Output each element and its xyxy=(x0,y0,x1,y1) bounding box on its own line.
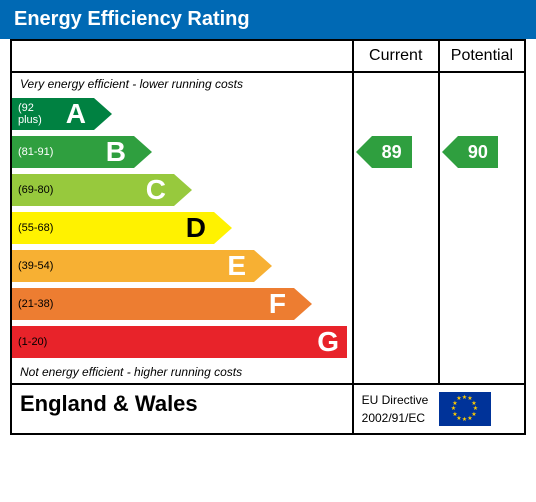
band-letter: A xyxy=(60,98,94,130)
band-row-g: (1-20)G xyxy=(12,323,352,361)
band-bar-d: (55-68)D xyxy=(12,212,214,244)
top-caption: Very energy efficient - lower running co… xyxy=(12,73,352,95)
band-range: (81-91) xyxy=(12,146,100,158)
header-current: Current xyxy=(353,40,439,72)
band-letter: F xyxy=(263,288,294,320)
band-range: (69-80) xyxy=(12,184,140,196)
band-row-d: (55-68)D xyxy=(12,209,352,247)
bottom-caption: Not energy efficient - higher running co… xyxy=(12,361,352,383)
potential-value: 90 xyxy=(458,136,498,168)
chart-title: Energy Efficiency Rating xyxy=(14,8,250,30)
band-arrow-icon xyxy=(294,288,312,320)
band-letter: B xyxy=(100,136,134,168)
current-pointer: 89 xyxy=(356,136,412,168)
pointer-arrow-icon xyxy=(442,136,458,168)
potential-pointer: 90 xyxy=(442,136,498,168)
footer-row: England & Wales EU Directive 2002/91/EC … xyxy=(11,384,525,434)
band-row-f: (21-38)F xyxy=(12,285,352,323)
band-row-c: (69-80)C xyxy=(12,171,352,209)
band-letter: C xyxy=(140,174,174,206)
directive-line1: EU Directive xyxy=(362,393,429,407)
pointer-arrow-icon xyxy=(356,136,372,168)
band-arrow-icon xyxy=(134,136,152,168)
epc-chart: Energy Efficiency Rating Current Potenti… xyxy=(0,0,536,435)
band-arrow-icon xyxy=(214,212,232,244)
body-row: Very energy efficient - lower running co… xyxy=(11,72,525,384)
band-row-e: (39-54)E xyxy=(12,247,352,285)
region-label: England & Wales xyxy=(20,391,198,416)
bands-container: (92 plus)A (81-91)B (69-80)C (55-68)D (39-54… xyxy=(12,95,352,361)
eu-flag-icon: ★★★★★★★★★★★★ xyxy=(439,392,491,426)
footer-region-cell: England & Wales xyxy=(11,384,353,434)
bands-column: Very energy efficient - lower running co… xyxy=(11,72,353,384)
band-bar-f: (21-38)F xyxy=(12,288,294,320)
band-range: (1-20) xyxy=(12,336,311,348)
band-letter: G xyxy=(311,326,347,358)
band-bar-c: (69-80)C xyxy=(12,174,174,206)
current-value: 89 xyxy=(372,136,412,168)
header-blank xyxy=(11,40,353,72)
band-range: (39-54) xyxy=(12,260,221,272)
band-letter: D xyxy=(180,212,214,244)
band-range: (21-38) xyxy=(12,298,263,310)
band-arrow-icon xyxy=(174,174,192,206)
potential-column: 90 xyxy=(439,72,525,384)
band-letter: E xyxy=(221,250,254,282)
band-range: (55-68) xyxy=(12,222,180,234)
current-column: 89 xyxy=(353,72,439,384)
band-row-a: (92 plus)A xyxy=(12,95,352,133)
band-bar-e: (39-54)E xyxy=(12,250,254,282)
band-bar-a: (92 plus)A xyxy=(12,98,94,130)
directive-line2: 2002/91/EC xyxy=(362,411,425,425)
header-row: Current Potential xyxy=(11,40,525,72)
band-arrow-icon xyxy=(254,250,272,282)
band-range: (92 plus) xyxy=(12,102,60,126)
epc-table: Current Potential Very energy efficient … xyxy=(10,39,526,435)
band-row-b: (81-91)B xyxy=(12,133,352,171)
title-bar: Energy Efficiency Rating xyxy=(0,0,536,39)
header-potential: Potential xyxy=(439,40,525,72)
band-bar-g: (1-20)G xyxy=(12,326,347,358)
band-bar-b: (81-91)B xyxy=(12,136,134,168)
band-arrow-icon xyxy=(94,98,112,130)
footer-directive-cell: EU Directive 2002/91/EC ★★★★★★★★★★★★ xyxy=(353,384,525,434)
